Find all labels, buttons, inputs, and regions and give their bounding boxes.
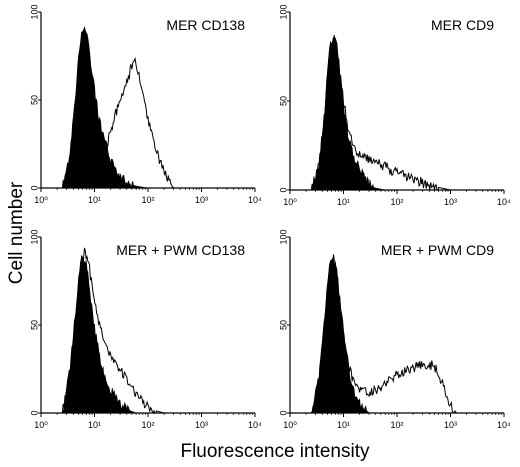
filled-histogram xyxy=(310,34,386,191)
outline-histogram xyxy=(73,56,174,189)
y-tick-label: 0 xyxy=(278,410,288,415)
filled-histogram xyxy=(311,258,370,414)
x-tick-label: 10³ xyxy=(195,420,208,430)
x-tick-label: 10² xyxy=(390,197,403,207)
x-tick-label: 10¹ xyxy=(337,420,350,430)
x-tick-label: 10¹ xyxy=(337,197,350,207)
x-tick-label: 10⁰ xyxy=(283,420,297,430)
y-tick-label: 50 xyxy=(278,96,288,106)
panel-title: MER + PWM CD138 xyxy=(116,242,245,258)
y-tick-label: 0 xyxy=(278,187,288,192)
y-tick-label: 100 xyxy=(29,229,39,244)
histogram-panel-1: 0 50 100 10⁰ 10¹ 10² 10³ 10⁴ MER CD138 xyxy=(29,4,262,205)
x-tick-label: 10⁴ xyxy=(248,420,262,430)
x-tick-label: 10⁰ xyxy=(283,197,297,207)
y-tick-label: 100 xyxy=(278,4,288,19)
histogram-panel-3: 0 50 100 10⁰ 10¹ 10² 10³ 10⁴ MER + PWM CD138 xyxy=(29,229,262,430)
x-tick-label: 10¹ xyxy=(88,420,101,430)
y-tick-label: 50 xyxy=(278,320,288,330)
x-tick-label: 10³ xyxy=(444,197,457,207)
y-tick-label: 50 xyxy=(29,95,39,105)
y-tick-label: 100 xyxy=(29,4,39,19)
panel-title: MER + PWM CD9 xyxy=(381,242,494,258)
y-tick-label: 0 xyxy=(29,185,39,190)
y-axis-label: Cell number xyxy=(6,181,27,285)
histogram-panel-4: 0 50 100 10⁰ 10¹ 10² 10³ 10⁴ MER + PWM CD9 xyxy=(278,229,511,430)
filled-histogram xyxy=(62,256,137,414)
panel-title: MER CD138 xyxy=(166,17,245,33)
x-axis-label: Fluorescence intensity xyxy=(180,441,370,462)
y-tick-label: 100 xyxy=(278,229,288,244)
x-tick-label: 10¹ xyxy=(88,195,101,205)
x-tick-label: 10⁴ xyxy=(497,420,511,430)
outline-histogram xyxy=(310,254,457,414)
x-tick-label: 10³ xyxy=(195,195,208,205)
x-tick-label: 10⁴ xyxy=(497,197,511,207)
x-tick-label: 10² xyxy=(390,420,403,430)
histogram-panel-2: 0 50 100 10⁰ 10¹ 10² 10³ 10⁴ MER CD9 xyxy=(278,4,511,207)
panel-title: MER CD9 xyxy=(431,17,494,33)
x-tick-label: 10³ xyxy=(444,420,457,430)
x-tick-label: 10² xyxy=(141,195,154,205)
x-tick-label: 10⁰ xyxy=(34,195,48,205)
x-tick-label: 10⁰ xyxy=(34,420,48,430)
y-tick-label: 50 xyxy=(29,320,39,330)
outline-histogram xyxy=(310,37,451,191)
y-tick-label: 0 xyxy=(29,410,39,415)
x-tick-label: 10⁴ xyxy=(248,195,262,205)
x-tick-label: 10² xyxy=(141,420,154,430)
filled-histogram xyxy=(61,25,149,189)
outline-histogram xyxy=(61,247,165,415)
